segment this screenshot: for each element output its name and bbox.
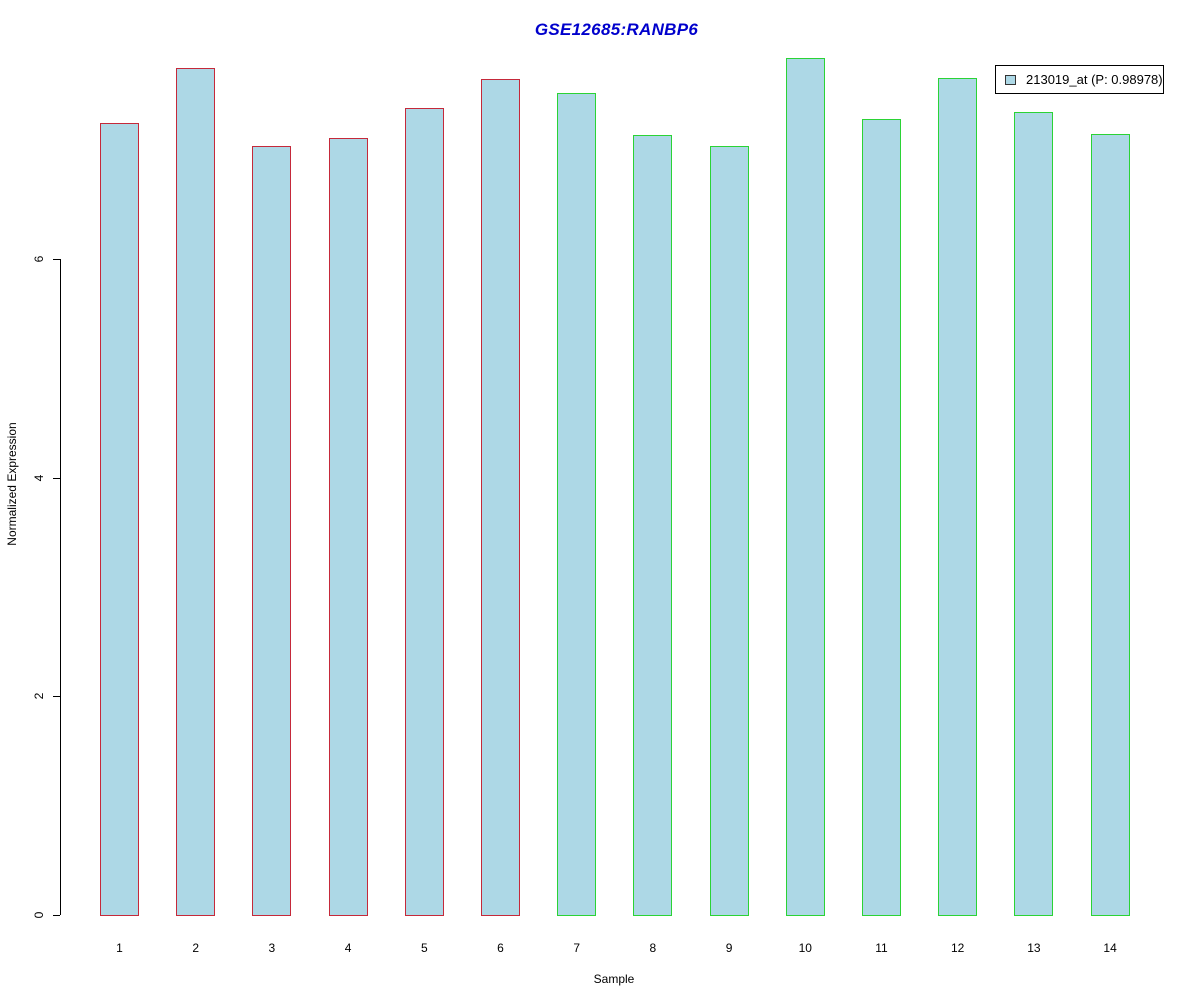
bar-sample-13 (1014, 111, 1054, 916)
bar-sample-9 (709, 145, 749, 916)
bar-sample-12 (938, 77, 978, 916)
y-tick-label: 2 (32, 693, 46, 700)
x-tick-label: 11 (875, 941, 888, 955)
bar-sample-5 (404, 108, 444, 916)
x-tick-label: 3 (268, 941, 276, 955)
y-axis-line (60, 259, 61, 915)
x-tick-label: 1 (116, 941, 123, 955)
bar-sample-3 (252, 145, 292, 916)
bar-sample-2 (176, 67, 216, 916)
x-tick-label: 4 (344, 941, 352, 955)
y-tick-label: 0 (32, 911, 46, 919)
x-tick-label: 2 (192, 941, 200, 955)
x-tick-label: 13 (1027, 941, 1041, 955)
bar-sample-14 (1090, 133, 1130, 916)
legend: 213019_at (P: 0.98978) (995, 65, 1164, 94)
y-tick-mark (53, 259, 60, 261)
bar-sample-7 (557, 93, 597, 916)
y-tick-label: 4 (32, 474, 46, 482)
x-tick-label: 14 (1103, 941, 1117, 955)
bar-sample-1 (100, 122, 139, 916)
x-tick-label: 8 (649, 941, 657, 955)
bar-sample-8 (633, 134, 673, 916)
bar-sample-4 (328, 137, 368, 916)
y-tick-label: 6 (32, 255, 46, 263)
legend-label: 213019_at (P: 0.98978) (1026, 72, 1163, 87)
bar-sample-11 (862, 119, 901, 916)
x-tick-label: 10 (798, 941, 812, 955)
y-tick-mark (53, 477, 60, 479)
x-tick-label: 9 (725, 941, 733, 955)
x-tick-label: 12 (951, 941, 965, 955)
y-axis-title: Normalized Expression (5, 422, 19, 546)
bar-sample-6 (481, 78, 520, 916)
bar-sample-10 (785, 58, 825, 916)
y-tick-mark (53, 915, 60, 916)
legend-swatch-icon (1005, 74, 1016, 85)
x-tick-label: 5 (420, 941, 428, 955)
x-tick-label: 7 (573, 941, 581, 955)
x-tick-label: 6 (497, 941, 504, 955)
chart-title: GSE12685:RANBP6 (534, 20, 699, 39)
x-axis-title: Sample (593, 972, 635, 986)
y-tick-mark (53, 696, 60, 698)
